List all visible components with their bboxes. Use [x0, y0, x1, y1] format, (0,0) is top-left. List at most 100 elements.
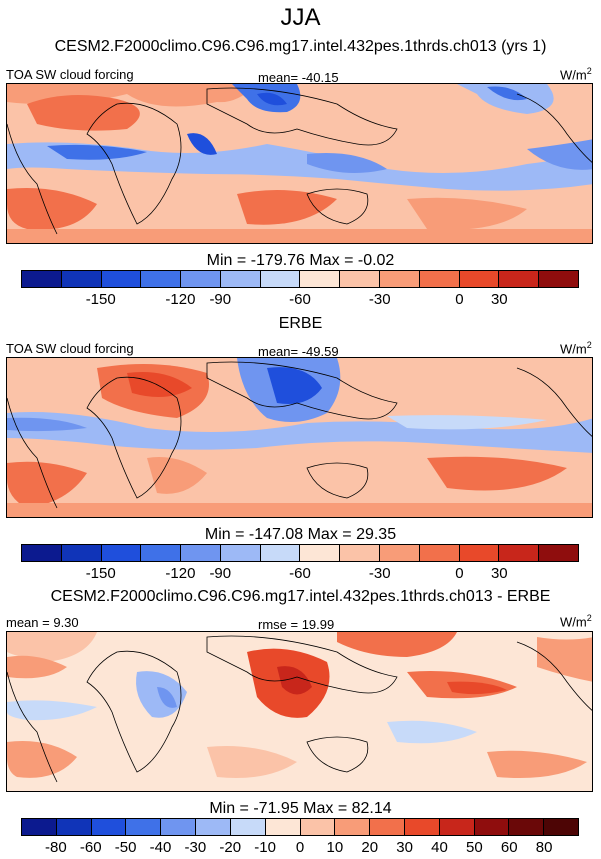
- colorbar-tick-label: -30: [368, 291, 391, 308]
- colorbar-swatch: [22, 545, 62, 561]
- colorbar-tick-label: 0: [295, 839, 305, 856]
- panel3-colorbar-ticks: -80 -60 -50 -40 -30 -20 -10 0 10 20 30 40 50 60 80: [21, 839, 579, 859]
- colorbar-tick-label: -10: [254, 839, 276, 856]
- colorbar-swatch: [300, 819, 336, 835]
- colorbar-tick-label: -150: [85, 291, 116, 308]
- panel1-field: [7, 84, 592, 243]
- colorbar-tick-label: 10: [326, 839, 344, 856]
- colorbar-tick-label: -60: [79, 839, 102, 856]
- colorbar-swatch: [380, 545, 420, 561]
- colorbar-swatch: [220, 545, 261, 561]
- colorbar-tick-label: -40: [149, 839, 172, 856]
- panel1-left-label: TOA SW cloud forcing: [6, 67, 134, 82]
- colorbar-swatch: [101, 545, 142, 561]
- colorbar-swatch: [181, 271, 221, 287]
- colorbar-swatch: [181, 545, 221, 561]
- colorbar-tick-label: -50: [114, 839, 137, 856]
- colorbar-swatch: [126, 819, 162, 835]
- colorbar-swatch: [459, 545, 500, 561]
- colorbar-swatch: [161, 819, 197, 835]
- colorbar-swatch: [404, 819, 440, 835]
- panel3-mean-label: mean = 9.30: [6, 615, 79, 630]
- colorbar-swatch: [539, 271, 578, 287]
- colorbar-swatch: [474, 819, 510, 835]
- panel2-map: [6, 357, 593, 518]
- panel1-title: CESM2.F2000climo.C96.C96.mg17.intel.432p…: [54, 38, 547, 55]
- colorbar-swatch: [544, 819, 578, 835]
- colorbar-swatch: [539, 545, 578, 561]
- colorbar-tick-label: -20: [219, 839, 242, 856]
- colorbar-swatch: [340, 271, 381, 287]
- colorbar-swatch: [300, 271, 341, 287]
- colorbar-swatch: [260, 271, 301, 287]
- panel1-map: [6, 83, 593, 244]
- panel1-mean-label: mean= -40.15: [258, 70, 339, 85]
- colorbar-tick-label: 40: [431, 839, 448, 856]
- panel3-colorbar: [21, 818, 579, 836]
- colorbar-tick-label: 80: [535, 839, 553, 856]
- colorbar-swatch: [300, 545, 341, 561]
- colorbar-swatch: [509, 819, 545, 835]
- colorbar-tick-label: -30: [368, 565, 391, 582]
- season-title: JJA: [280, 4, 321, 31]
- colorbar-swatch: [141, 545, 182, 561]
- colorbar-swatch: [419, 271, 460, 287]
- colorbar-swatch: [61, 545, 102, 561]
- panel2-mean-label: mean= -49.59: [258, 344, 339, 359]
- colorbar-swatch: [370, 819, 405, 835]
- panel2-colorbar-ticks: -150 -120 -90 -60 -30 0 30: [21, 565, 579, 585]
- panel3-map: [6, 631, 593, 792]
- colorbar-tick-label: 30: [490, 565, 508, 582]
- panel1-minmax: Min = -179.76 Max = -0.02: [206, 252, 395, 269]
- colorbar-tick-label: -60: [289, 291, 311, 308]
- panel2-minmax: Min = -147.08 Max = 29.35: [204, 526, 397, 543]
- panel2-colorbar: [21, 544, 579, 562]
- colorbar-tick-label: 20: [361, 839, 379, 856]
- panel3-minmax: Min = -71.95 Max = 82.14: [209, 800, 392, 817]
- colorbar-tick-label: -90: [209, 291, 232, 308]
- colorbar-swatch: [265, 819, 301, 835]
- colorbar-swatch: [196, 819, 231, 835]
- colorbar-swatch: [459, 271, 500, 287]
- colorbar-tick-label: -120: [165, 291, 196, 308]
- panel1-colorbar-ticks: -150 -120 -90 -60 -30 0 30: [21, 291, 579, 311]
- panel3-units: W/m2: [560, 613, 592, 630]
- colorbar-tick-label: -150: [85, 565, 116, 582]
- colorbar-swatch: [220, 271, 261, 287]
- colorbar-swatch: [101, 271, 142, 287]
- colorbar-tick-label: -120: [165, 565, 196, 582]
- colorbar-tick-label: 50: [466, 839, 483, 856]
- panel1-colorbar: [21, 270, 579, 288]
- colorbar-tick-label: -30: [184, 839, 207, 856]
- colorbar-tick-label: 30: [396, 839, 413, 856]
- colorbar-swatch: [141, 271, 182, 287]
- panel3-rmse-label: rmse = 19.99: [258, 617, 335, 632]
- colorbar-swatch: [61, 271, 102, 287]
- colorbar-swatch: [56, 819, 92, 835]
- colorbar-swatch: [335, 819, 371, 835]
- colorbar-tick-label: 0: [455, 291, 464, 308]
- colorbar-tick-label: 30: [490, 291, 508, 308]
- colorbar-swatch: [260, 545, 301, 561]
- panel2-left-label: TOA SW cloud forcing: [6, 341, 134, 356]
- colorbar-swatch: [380, 271, 420, 287]
- colorbar-swatch: [22, 819, 57, 835]
- colorbar-tick-label: 60: [500, 839, 518, 856]
- colorbar-swatch: [91, 819, 127, 835]
- colorbar-swatch: [22, 271, 62, 287]
- colorbar-swatch: [230, 819, 266, 835]
- panel2-title: ERBE: [278, 315, 323, 332]
- panel2-units: W/m2: [560, 340, 592, 357]
- colorbar-tick-label: -80: [45, 839, 67, 856]
- panel1-units: W/m2: [560, 66, 592, 83]
- colorbar-swatch: [499, 545, 540, 561]
- colorbar-swatch: [340, 545, 381, 561]
- panel2-field: [7, 358, 592, 517]
- panel3-field: [7, 632, 592, 791]
- colorbar-swatch: [499, 271, 540, 287]
- colorbar-tick-label: -90: [209, 565, 232, 582]
- colorbar-tick-label: 0: [455, 565, 464, 582]
- colorbar-tick-label: -60: [289, 565, 311, 582]
- colorbar-swatch: [419, 545, 460, 561]
- colorbar-swatch: [439, 819, 475, 835]
